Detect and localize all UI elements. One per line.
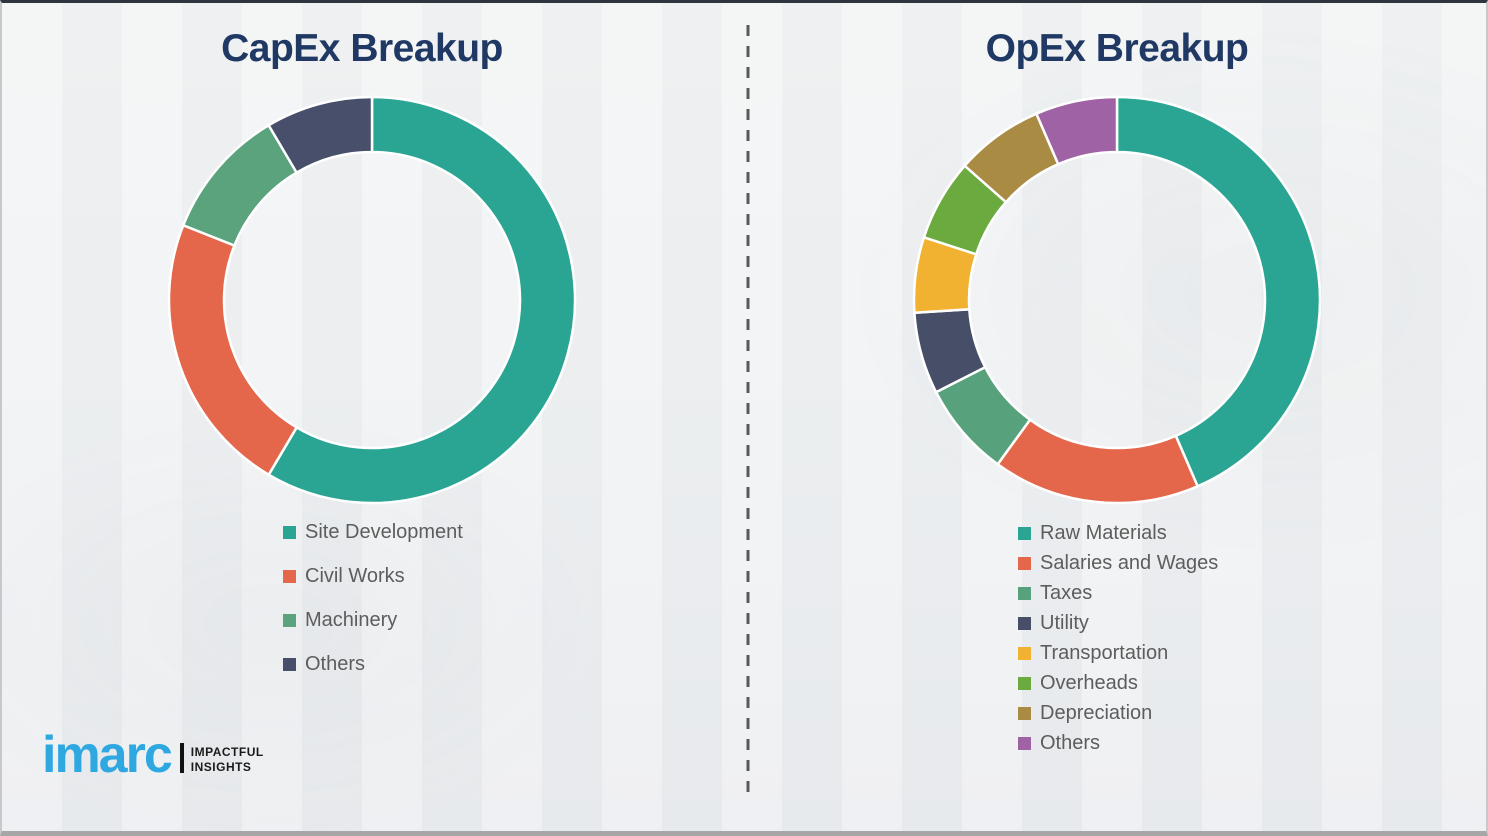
legend-item-civil-works: Civil Works [283, 554, 463, 598]
legend-label: Machinery [305, 608, 398, 631]
legend-swatch [1018, 736, 1031, 750]
capex-chart-title: CapEx Breakup [221, 27, 503, 70]
legend-item-transportation: Transportation [1018, 638, 1218, 668]
legend-item-taxes: Taxes [1018, 578, 1218, 608]
donut-slice-civil-works [167, 223, 299, 477]
legend-label: Salaries and Wages [1040, 551, 1219, 574]
legend-swatch [1018, 706, 1031, 720]
legend-swatch [283, 569, 296, 583]
donut-slice-others [1034, 95, 1119, 166]
legend-item-machinery: Machinery [283, 598, 463, 642]
legend-swatch [1018, 676, 1031, 690]
legend-swatch [1018, 556, 1031, 570]
legend-label: Others [305, 652, 366, 675]
logo-tagline: IMPACTFUL INSIGHTS [191, 745, 264, 777]
opex-chart-title: OpEx Breakup [985, 27, 1249, 70]
legend-swatch [283, 613, 296, 627]
legend-item-salaries-and-wages: Salaries and Wages [1018, 548, 1218, 578]
donut-slice-salaries-and-wages [995, 417, 1200, 505]
legend-label: Transportation [1040, 641, 1169, 664]
legend-item-depreciation: Depreciation [1018, 698, 1218, 728]
legend-label: Taxes [1040, 581, 1093, 604]
legend-swatch [283, 657, 296, 671]
legend-swatch [1018, 616, 1031, 630]
legend-swatch [1018, 526, 1031, 540]
legend-item-utility: Utility [1018, 608, 1218, 638]
legend-item-site-development: Site Development [283, 510, 463, 554]
legend-swatch [1018, 646, 1031, 660]
legend-item-others: Others [1018, 728, 1218, 758]
legend-label: Others [1040, 731, 1101, 754]
legend-swatch [283, 525, 296, 539]
donut-slice-others [266, 95, 374, 175]
logo-divider-bar [179, 742, 184, 773]
logo-tagline-line2: INSIGHTS [190, 759, 252, 774]
legend-item-overheads: Overheads [1018, 668, 1218, 698]
legend-label: Civil Works [305, 564, 405, 587]
dashed-divider [746, 25, 750, 800]
donut-slice-raw-materials [1115, 95, 1322, 488]
imarc-logo: imarc IMPACTFUL INSIGHTS [42, 726, 264, 784]
legend-label: Overheads [1040, 671, 1138, 694]
legend-swatch [1018, 586, 1031, 600]
legend-item-others: Others [283, 642, 463, 686]
legend-label: Depreciation [1040, 701, 1153, 724]
capex-legend: Site Development Civil Works Machinery Othe… [283, 510, 463, 686]
capex-donut-chart [167, 95, 577, 505]
logo-tagline-line1: IMPACTFUL [190, 744, 264, 759]
legend-item-raw-materials: Raw Materials [1018, 518, 1218, 548]
opex-legend: Raw Materials Salaries and Wages Taxes Util… [1018, 518, 1218, 758]
legend-label: Site Development [305, 520, 463, 543]
imarc-logo-wordmark: imarc [42, 726, 173, 784]
donut-slice-site-development [266, 95, 577, 505]
legend-label: Raw Materials [1040, 521, 1167, 544]
legend-label: Utility [1040, 611, 1089, 634]
opex-donut-chart [912, 95, 1322, 505]
